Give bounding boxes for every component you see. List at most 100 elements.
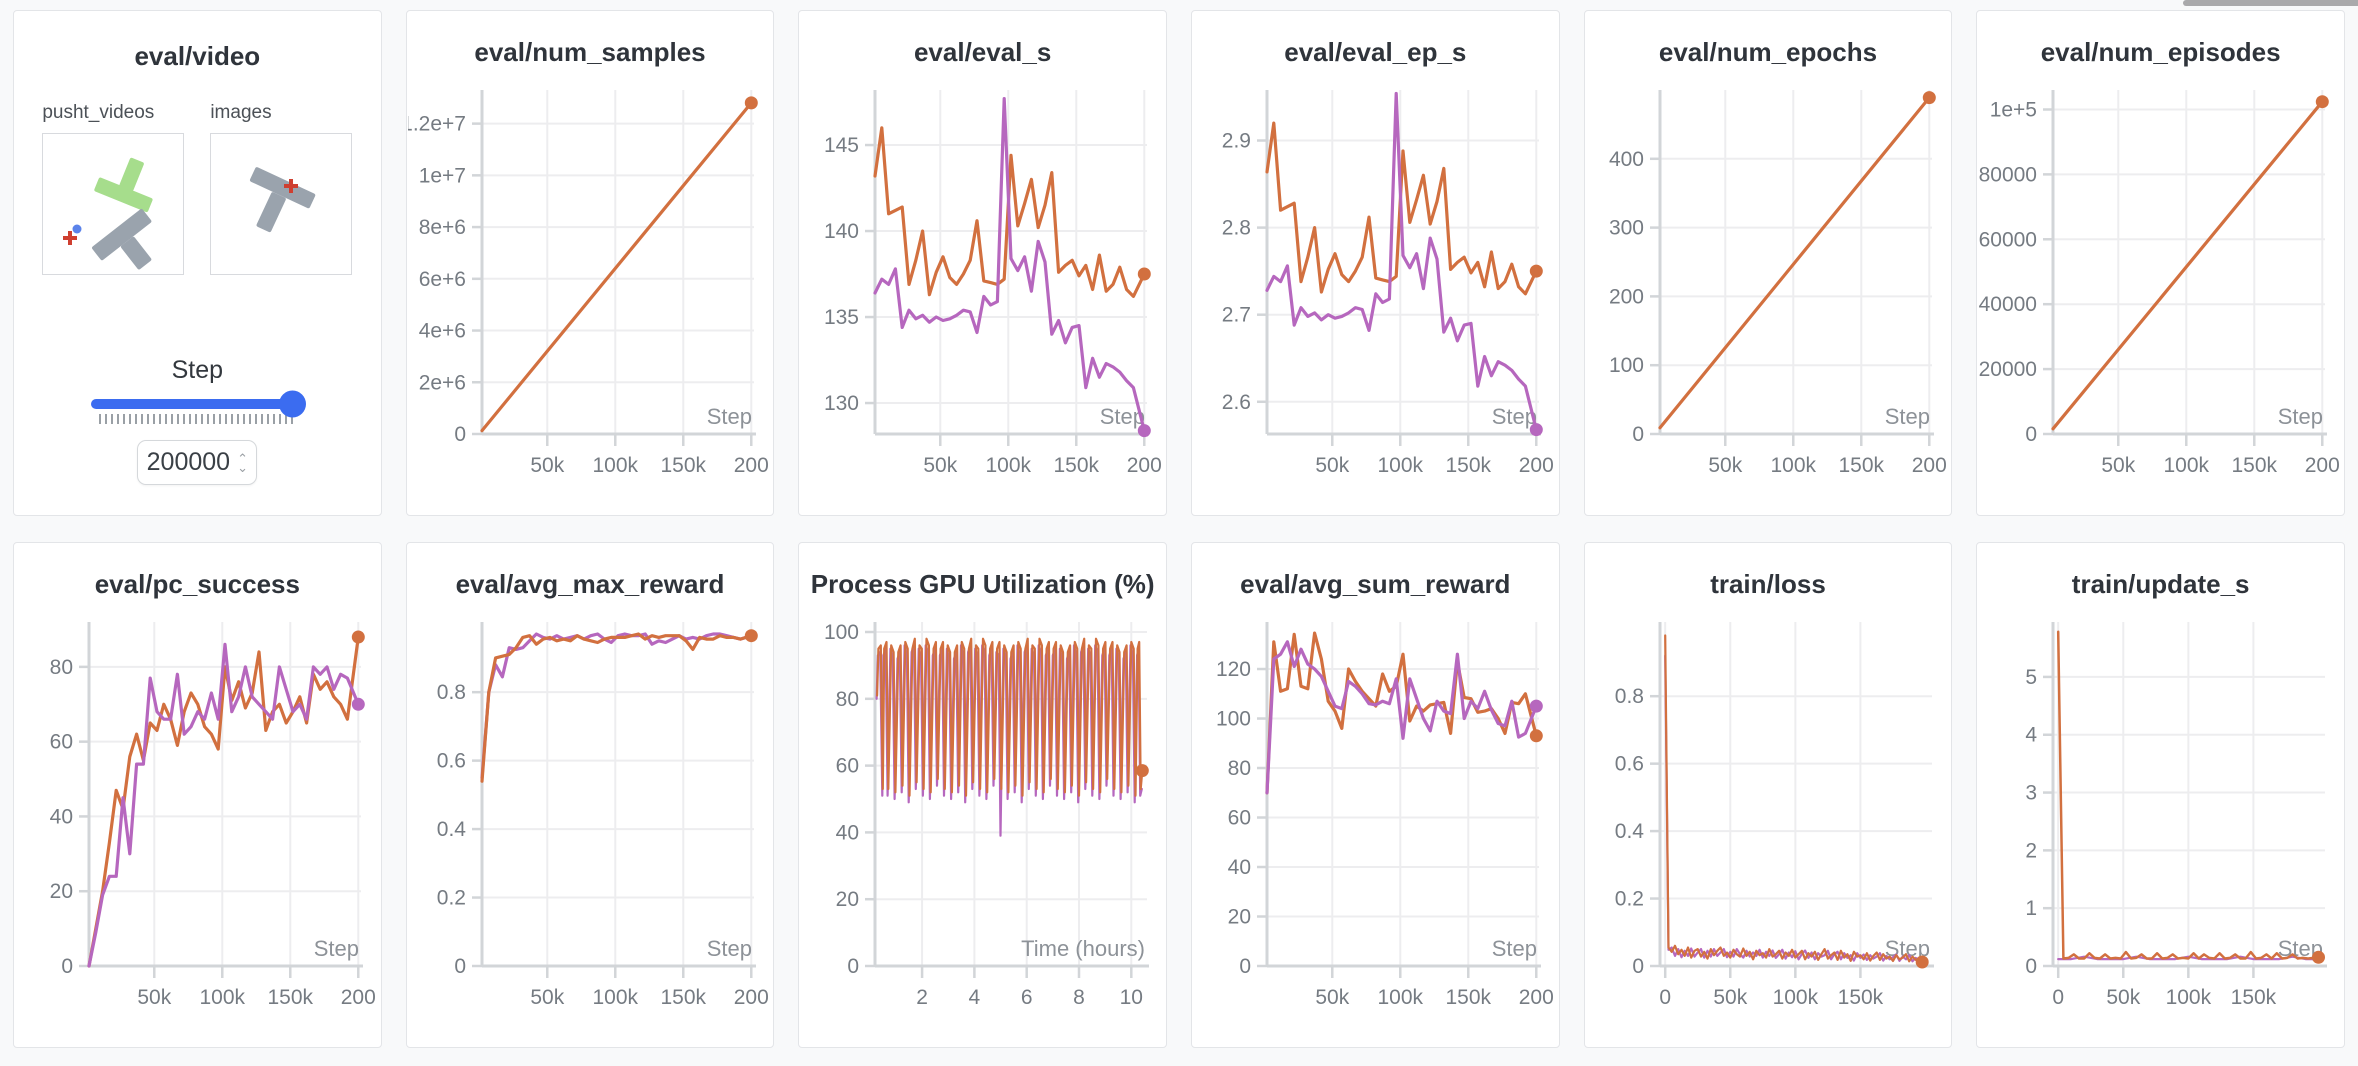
goal-cross-icon	[63, 231, 78, 245]
svg-text:0: 0	[1659, 986, 1671, 1009]
svg-text:Step: Step	[1492, 936, 1537, 961]
svg-text:40: 40	[1228, 856, 1251, 879]
slider-thumb[interactable]	[279, 390, 307, 418]
svg-text:200: 200	[1609, 285, 1644, 308]
panel-train-loss: train/loss 0 50k 100k 150k 0 0.2 0.4 0.6 0.8 Step	[1583, 542, 1953, 1048]
svg-text:60000: 60000	[1979, 228, 2037, 251]
chart-canvas[interactable]: 50k 100k 150k 200 0 0.2 0.4 0.6 0.8 Step	[408, 614, 772, 1018]
svg-text:10: 10	[1119, 986, 1142, 1009]
scrollbar-fragment[interactable]	[2183, 0, 2358, 6]
svg-text:0.4: 0.4	[437, 818, 467, 841]
chart-canvas[interactable]: 50k 100k 150k 200 0 20 40 60 80 100 120 Step	[1193, 614, 1557, 1018]
svg-text:4: 4	[968, 986, 980, 1009]
svg-text:100: 100	[1216, 708, 1251, 731]
svg-text:0: 0	[1632, 955, 1644, 978]
chart-canvas[interactable]: 50k 100k 150k 200 0 2e+6 4e+6 6e+6 8e+6 1e+7 1.2e+…	[408, 82, 772, 486]
svg-text:120: 120	[1216, 658, 1251, 681]
svg-text:150k: 150k	[1838, 986, 1884, 1009]
pusht-video-thumbnail[interactable]	[42, 133, 185, 275]
svg-text:150k: 150k	[2230, 986, 2276, 1009]
svg-text:100k: 100k	[1378, 454, 1424, 477]
svg-text:0.6: 0.6	[1615, 753, 1644, 776]
svg-text:50k: 50k	[2106, 986, 2140, 1009]
pusht-scene-image	[63, 157, 153, 270]
chart-canvas[interactable]: 50k 100k 150k 200 0 20 40 60 80 Step	[15, 614, 379, 1018]
svg-text:2e+6: 2e+6	[419, 371, 466, 394]
svg-text:100k: 100k	[1378, 986, 1424, 1009]
spinner-down-icon[interactable]: ⌄	[237, 459, 248, 475]
svg-text:150k: 150k	[1053, 454, 1099, 477]
svg-text:200: 200	[2304, 454, 2339, 477]
svg-text:400: 400	[1609, 148, 1644, 171]
svg-text:2.6: 2.6	[1222, 391, 1251, 414]
svg-text:0: 0	[454, 423, 466, 446]
svg-text:130: 130	[824, 392, 859, 415]
svg-text:200: 200	[1912, 454, 1947, 477]
slider-track[interactable]	[91, 390, 307, 418]
goal-cross-icon	[284, 179, 299, 193]
svg-text:3: 3	[2025, 782, 2037, 805]
svg-text:100k: 100k	[592, 986, 638, 1009]
svg-text:60: 60	[1228, 807, 1251, 830]
svg-text:0: 0	[1632, 423, 1644, 446]
svg-text:100: 100	[824, 621, 859, 644]
panel-eval-avg-sum-reward: eval/avg_sum_reward 50k 100k 150k 200 0 20 40 6…	[1190, 542, 1560, 1048]
svg-text:0: 0	[2025, 955, 2037, 978]
svg-text:2: 2	[916, 986, 928, 1009]
panel-eval-video: eval/video pusht_videos	[13, 10, 382, 516]
media-thumbnails: pusht_videos	[42, 102, 353, 275]
stepper-arrows: ⌃ ⌄	[237, 450, 248, 475]
svg-text:0: 0	[2025, 423, 2037, 446]
svg-text:50k: 50k	[1708, 454, 1742, 477]
svg-text:80: 80	[50, 656, 73, 679]
svg-text:Step: Step	[1885, 404, 1930, 429]
media-label: pusht_videos	[42, 102, 155, 123]
svg-text:100k: 100k	[1773, 986, 1819, 1009]
svg-text:150k: 150k	[1838, 454, 1884, 477]
chart-canvas[interactable]: 50k 100k 150k 200 0 100 200 300 400 Step	[1586, 82, 1950, 486]
panel-eval-eval-s: eval/eval_s 50k 100k 150k 200 130 135 140 145 St…	[798, 10, 1167, 516]
slider-tick-ruler	[99, 414, 298, 424]
chart-title: eval/eval_ep_s	[1284, 37, 1467, 67]
step-slider-label: Step	[171, 356, 224, 384]
chart-canvas[interactable]: 50k 100k 150k 200 0 20000 40000 60000 80000 1e+5 S…	[1979, 82, 2343, 486]
panel-eval-num-samples: eval/num_samples 50k 100k 150k 200 0 2e+6 4e+6…	[405, 10, 775, 516]
svg-text:5: 5	[2025, 666, 2037, 689]
spinner-up-icon[interactable]: ⌃	[237, 450, 248, 466]
svg-text:150k: 150k	[2231, 454, 2277, 477]
svg-text:200: 200	[341, 986, 376, 1009]
step-number-input[interactable]: 200000 ⌃ ⌄	[137, 440, 258, 485]
svg-text:50k: 50k	[138, 986, 172, 1009]
svg-text:0.6: 0.6	[437, 750, 466, 773]
media-col-pusht-videos: pusht_videos	[42, 102, 185, 275]
svg-text:1: 1	[2025, 897, 2037, 920]
svg-text:50k: 50k	[530, 986, 564, 1009]
svg-text:8: 8	[1073, 986, 1085, 1009]
svg-text:0.2: 0.2	[1615, 888, 1644, 911]
svg-text:50k: 50k	[1316, 454, 1350, 477]
svg-text:200: 200	[1126, 454, 1161, 477]
svg-text:0: 0	[454, 955, 466, 978]
chart-title: train/loss	[1710, 569, 1826, 599]
svg-text:0: 0	[1240, 955, 1252, 978]
svg-text:300: 300	[1609, 217, 1644, 240]
chart-title: eval/eval_s	[913, 37, 1052, 67]
svg-text:1e+7: 1e+7	[419, 164, 466, 187]
svg-text:40000: 40000	[1979, 293, 2037, 316]
chart-title: eval/avg_sum_reward	[1240, 569, 1511, 599]
svg-text:1e+5: 1e+5	[1989, 98, 2036, 121]
images-thumbnail[interactable]	[210, 133, 353, 275]
svg-text:6: 6	[1021, 986, 1033, 1009]
svg-text:100k: 100k	[985, 454, 1031, 477]
svg-text:20: 20	[1228, 906, 1251, 929]
svg-text:80: 80	[835, 688, 858, 711]
media-label: images	[210, 102, 272, 123]
svg-text:50k: 50k	[923, 454, 957, 477]
svg-text:100k: 100k	[200, 986, 246, 1009]
svg-text:2.7: 2.7	[1222, 304, 1251, 327]
